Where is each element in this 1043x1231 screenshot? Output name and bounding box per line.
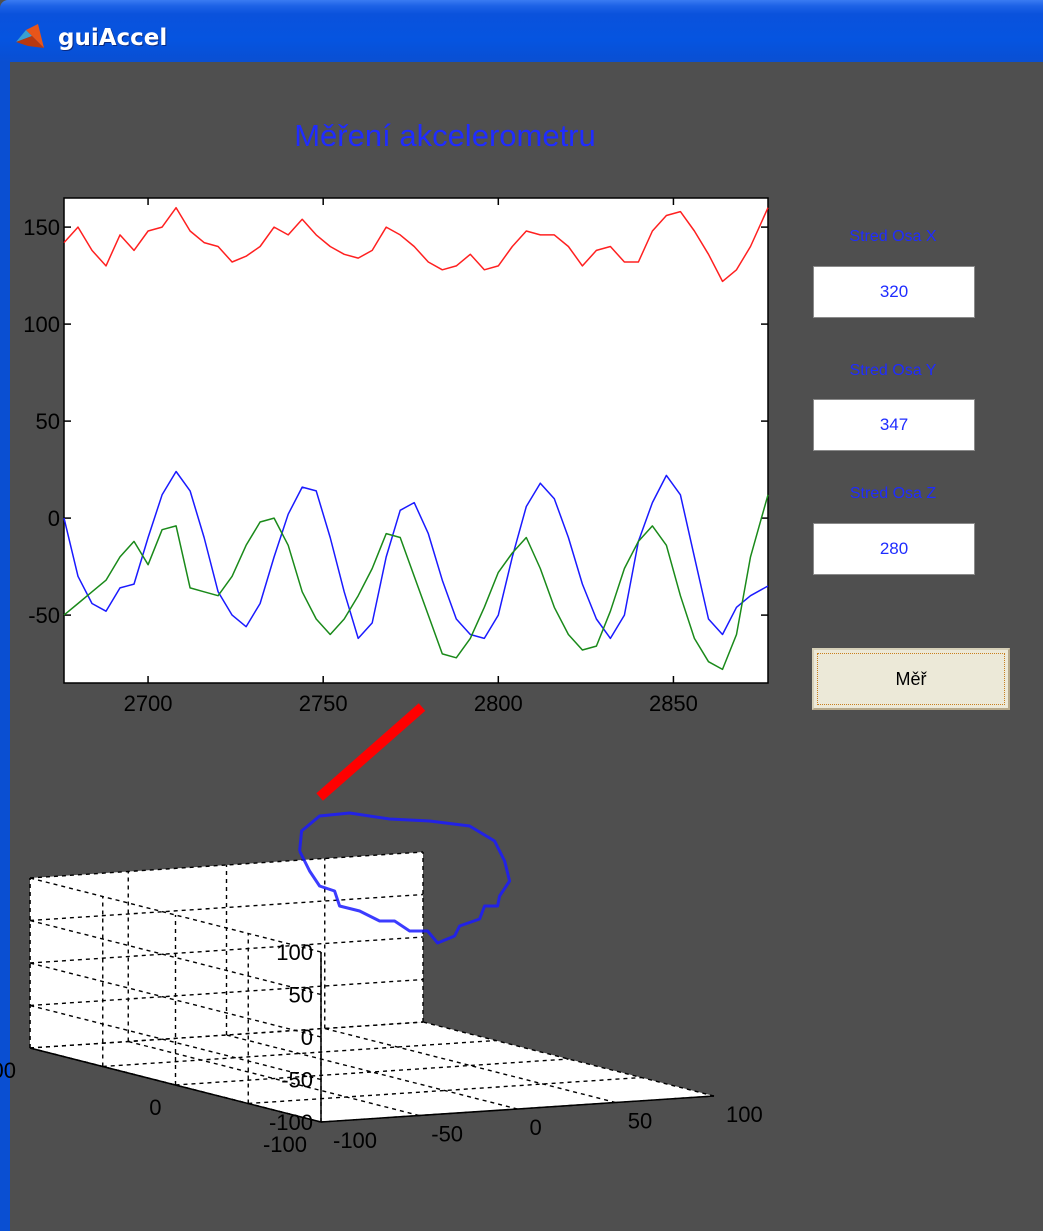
measure-button-label: Měř <box>895 668 927 689</box>
measure-button[interactable]: Měř <box>812 648 1010 710</box>
title-bar[interactable]: guiAccel <box>0 0 1043 62</box>
window-frame-left <box>0 62 10 1231</box>
window-title: guiAccel <box>58 25 168 51</box>
page-heading: Měření akcelerometru <box>294 118 596 153</box>
z-center-label: Stred Osa Z <box>849 485 937 502</box>
z-center-field[interactable]: 280 <box>813 523 975 575</box>
x-center-label: Stred Osa X <box>849 228 937 245</box>
x-center-field[interactable]: 320 <box>813 266 975 318</box>
y-center-label: Stred Osa Y <box>849 362 937 379</box>
y-center-field[interactable]: 347 <box>813 399 975 451</box>
matlab-logo-icon <box>16 24 44 48</box>
